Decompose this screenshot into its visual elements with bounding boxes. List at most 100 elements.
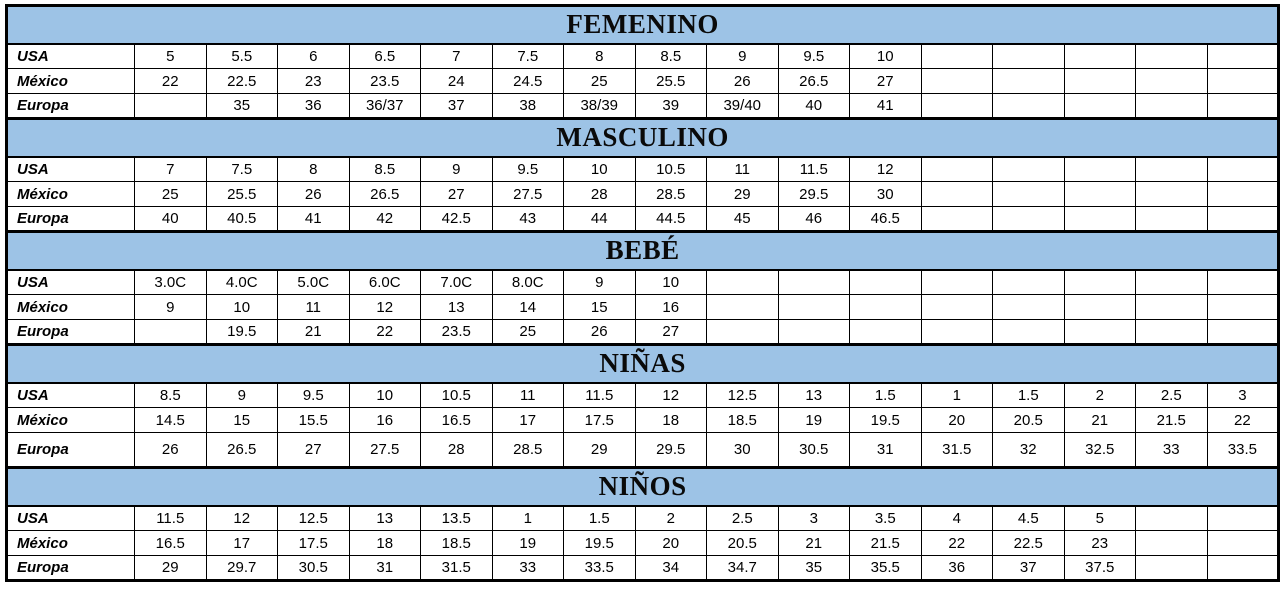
size-cell: [1135, 555, 1208, 581]
size-cell: 12.5: [277, 505, 350, 531]
size-cell: [1206, 43, 1281, 69]
row-label-mexico: México: [5, 68, 135, 94]
table-row: USA 5 5.5 6 6.5 7 7.5 8 8.5 9 9.5 10: [5, 43, 1281, 69]
size-cell: [1135, 269, 1208, 295]
size-cell: 6: [277, 43, 350, 69]
size-cell: 26: [134, 432, 207, 468]
size-cell: [1063, 68, 1136, 94]
size-cell: [849, 269, 922, 295]
shoe-size-conversion-table: FEMENINO USA 5 5.5 6 6.5 7 7.5 8 8.5 9 9.5 10 México 2…: [4, 4, 1281, 582]
size-cell: [1206, 530, 1281, 556]
size-cell: 35.5: [849, 555, 922, 581]
size-cell: 24: [420, 68, 493, 94]
row-label-mexico: México: [5, 294, 135, 320]
table-row: USA 3.0C 4.0C 5.0C 6.0C 7.0C 8.0C 9 10: [5, 269, 1281, 295]
size-cell: 6.5: [348, 43, 421, 69]
size-cell: 28: [563, 181, 636, 207]
size-cell: 6.0C: [348, 269, 421, 295]
size-cell: 44: [563, 206, 636, 232]
size-cell: 37.5: [1063, 555, 1136, 581]
size-cell: 11.5: [134, 505, 207, 531]
size-cell: 10: [849, 43, 922, 69]
size-cell: 3.5: [849, 505, 922, 531]
size-cell: 33: [1135, 432, 1208, 468]
table-row: USA 7 7.5 8 8.5 9 9.5 10 10.5 11 11.5 12: [5, 156, 1281, 182]
size-cell: 13: [348, 505, 421, 531]
size-cell: [1135, 156, 1208, 182]
size-cell: 41: [277, 206, 350, 232]
size-cell: 23: [277, 68, 350, 94]
size-cell: 11.5: [777, 156, 850, 182]
size-cell: 19: [491, 530, 564, 556]
size-cell: [1063, 93, 1136, 119]
table-row: México 9 10 11 12 13 14 15 16: [5, 294, 1281, 320]
size-cell: [1063, 181, 1136, 207]
size-cell: 5: [134, 43, 207, 69]
size-cell: 33.5: [1206, 432, 1281, 468]
size-cell: 19: [777, 407, 850, 433]
size-cell: [1206, 156, 1281, 182]
size-cell: 7.5: [205, 156, 278, 182]
size-cell: [849, 319, 922, 345]
size-cell: 29: [563, 432, 636, 468]
size-cell: [920, 319, 993, 345]
size-cell: 24.5: [491, 68, 564, 94]
row-label-europa: Europa: [5, 432, 135, 468]
size-cell: 15: [563, 294, 636, 320]
table-row: México 14.5 15 15.5 16 16.5 17 17.5 18 18.5 19 19.5…: [5, 407, 1281, 433]
size-cell: [992, 156, 1065, 182]
size-cell: 22: [920, 530, 993, 556]
size-cell: 26: [563, 319, 636, 345]
section-header-row: BEBÉ: [4, 230, 1281, 271]
size-cell: 1.5: [563, 505, 636, 531]
size-cell: 28.5: [634, 181, 707, 207]
size-cell: [1063, 43, 1136, 69]
size-cell: [992, 93, 1065, 119]
table-row: Europa 26 26.5 27 27.5 28 28.5 29 29.5 30 30.5 31 31…: [5, 432, 1281, 468]
size-cell: 35: [205, 93, 278, 119]
size-cell: [1135, 206, 1208, 232]
size-cell: 11: [277, 294, 350, 320]
size-cell: [992, 294, 1065, 320]
size-cell: 38: [491, 93, 564, 119]
size-cell: 46: [777, 206, 850, 232]
table-row: Europa 29 29.7 30.5 31 31.5 33 33.5 34 34.7 35 35.5…: [5, 555, 1281, 581]
size-cell: 1: [920, 382, 993, 408]
size-cell: [1206, 93, 1281, 119]
size-cell: 9.5: [777, 43, 850, 69]
size-cell: 26.5: [348, 181, 421, 207]
size-cell: 2.5: [706, 505, 779, 531]
size-cell: [992, 181, 1065, 207]
size-cell: [992, 319, 1065, 345]
size-cell: 15.5: [277, 407, 350, 433]
size-cell: 30.5: [777, 432, 850, 468]
size-cell: 27: [420, 181, 493, 207]
size-cell: 10: [634, 269, 707, 295]
row-label-mexico: México: [5, 530, 135, 556]
size-cell: 23.5: [348, 68, 421, 94]
size-cell: [1206, 319, 1281, 345]
size-cell: [1206, 68, 1281, 94]
size-cell: 29: [706, 181, 779, 207]
size-cell: 33: [491, 555, 564, 581]
row-label-usa: USA: [5, 269, 135, 295]
size-cell: 35: [777, 555, 850, 581]
size-cell: [920, 43, 993, 69]
size-cell: [1135, 68, 1208, 94]
size-cell: [920, 93, 993, 119]
size-cell: 3.0C: [134, 269, 207, 295]
size-cell: [134, 319, 207, 345]
size-cell: 1.5: [992, 382, 1065, 408]
size-cell: 21: [1063, 407, 1136, 433]
size-cell: [1135, 319, 1208, 345]
size-cell: 40: [777, 93, 850, 119]
size-cell: [1135, 93, 1208, 119]
size-cell: [849, 294, 922, 320]
size-cell: 21.5: [1135, 407, 1208, 433]
size-cell: 21: [277, 319, 350, 345]
size-cell: [992, 269, 1065, 295]
size-cell: 8: [563, 43, 636, 69]
size-cell: 22.5: [992, 530, 1065, 556]
size-cell: 46.5: [849, 206, 922, 232]
size-cell: 13: [777, 382, 850, 408]
